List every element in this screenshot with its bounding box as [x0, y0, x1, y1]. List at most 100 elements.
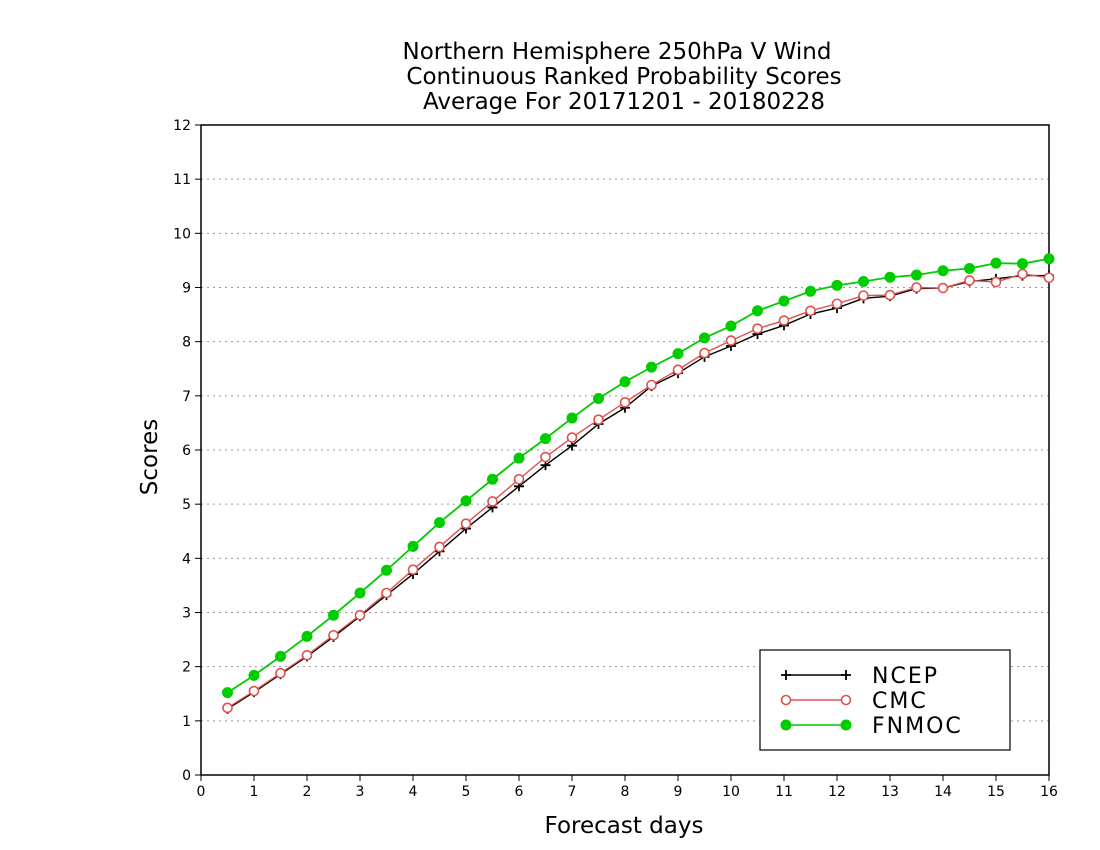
data-point-cmc [460, 518, 472, 529]
data-point-fnmoc [831, 279, 843, 291]
y-axis-label: Scores [137, 419, 163, 495]
y-tick-label: 12 [173, 118, 191, 134]
series-line-ncep [227, 274, 1049, 710]
data-point-fnmoc [593, 393, 604, 405]
data-point-cmc [513, 473, 525, 485]
data-point-cmc [407, 564, 419, 576]
data-point-cmc [831, 298, 843, 310]
data-point-cmc [646, 379, 657, 391]
data-point-fnmoc [778, 295, 790, 307]
data-point-fnmoc [275, 650, 286, 662]
x-tick-label: 3 [356, 784, 365, 800]
data-point-cmc [619, 397, 631, 408]
data-point-cmc [354, 609, 366, 621]
data-point-fnmoc [1017, 258, 1028, 270]
data-point-fnmoc [964, 263, 975, 275]
data-point-cmc [487, 496, 498, 507]
legend-marker-ncep [781, 670, 791, 680]
data-point-fnmoc [858, 276, 869, 288]
chart-title-line-3: Average For 20171201 - 20180228 [423, 89, 825, 115]
legend-marker-cmc [780, 694, 792, 706]
legend-label-ncep: NCEP [872, 664, 939, 689]
legend-marker-ncep [841, 670, 851, 680]
data-point-fnmoc [328, 609, 339, 621]
y-tick-label: 9 [182, 281, 191, 297]
data-point-fnmoc [752, 305, 763, 317]
data-point-cmc [222, 702, 233, 714]
data-point-cmc [805, 305, 816, 317]
series-ncep [222, 270, 1054, 714]
data-point-fnmoc [990, 257, 1002, 269]
legend-label-fnmoc: FNMOC [872, 714, 963, 739]
legend-marker-cmc [840, 694, 852, 706]
data-point-fnmoc [381, 564, 392, 576]
data-point-cmc [540, 451, 551, 463]
data-point-fnmoc [354, 587, 366, 599]
data-point-fnmoc [699, 332, 710, 344]
data-point-cmc [566, 432, 578, 443]
data-point-fnmoc [460, 495, 472, 507]
data-point-fnmoc [911, 269, 922, 281]
y-tick-label: 1 [182, 714, 191, 730]
x-tick-label: 4 [409, 784, 418, 800]
data-point-cmc [778, 315, 790, 326]
data-point-fnmoc [619, 376, 631, 388]
y-tick-label: 3 [182, 606, 191, 622]
data-point-cmc [725, 335, 737, 346]
data-point-cmc [990, 276, 1002, 288]
data-point-cmc [593, 414, 604, 425]
x-tick-label: 11 [775, 784, 793, 800]
y-tick-label: 2 [182, 660, 191, 676]
data-point-fnmoc [646, 361, 657, 373]
data-point-fnmoc [672, 348, 684, 360]
data-point-fnmoc [301, 630, 313, 642]
data-point-fnmoc [884, 271, 896, 283]
y-tick-label: 7 [182, 389, 191, 405]
x-tick-label: 15 [987, 784, 1005, 800]
x-tick-label: 1 [250, 784, 259, 800]
data-point-cmc [752, 323, 763, 334]
data-point-cmc [275, 667, 286, 679]
x-tick-label: 10 [722, 784, 740, 800]
series-line-cmc [227, 273, 1050, 709]
data-point-fnmoc [513, 452, 525, 464]
data-point-cmc [911, 282, 922, 293]
x-tick-label: 14 [934, 784, 952, 800]
data-point-fnmoc [937, 265, 949, 277]
x-tick-label: 12 [828, 784, 846, 800]
data-point-cmc [964, 275, 975, 286]
x-tick-label: 9 [674, 784, 683, 800]
x-tick-label: 2 [303, 784, 312, 800]
y-tick-label: 5 [182, 497, 191, 513]
data-point-cmc [937, 282, 949, 294]
data-point-fnmoc [248, 669, 260, 681]
y-tick-label: 0 [182, 768, 191, 784]
data-point-cmc [381, 587, 392, 599]
data-point-cmc [328, 629, 339, 641]
data-point-fnmoc [1043, 253, 1055, 265]
x-axis-label: Forecast days [545, 813, 704, 839]
y-tick-label: 6 [182, 443, 191, 459]
chart-title-line-1: Northern Hemisphere 250hPa V Wind [403, 39, 832, 65]
x-tick-label: 5 [462, 784, 471, 800]
legend-marker-fnmoc [780, 719, 792, 731]
x-tick-label: 8 [621, 784, 630, 800]
x-tick-label: 7 [568, 784, 577, 800]
data-point-cmc [699, 347, 710, 359]
y-tick-label: 10 [173, 226, 191, 242]
data-point-fnmoc [725, 320, 737, 332]
y-tick-label: 8 [182, 335, 191, 351]
data-point-fnmoc [222, 687, 233, 699]
data-point-cmc [858, 290, 869, 301]
data-point-cmc [248, 685, 260, 697]
y-tick-label: 11 [173, 172, 191, 188]
series-line-fnmoc [227, 257, 1050, 694]
series-fnmoc [222, 253, 1055, 699]
chart-title-line-2: Continuous Ranked Probability Scores [406, 64, 841, 90]
data-point-cmc [301, 649, 313, 661]
data-point-cmc [672, 364, 684, 376]
